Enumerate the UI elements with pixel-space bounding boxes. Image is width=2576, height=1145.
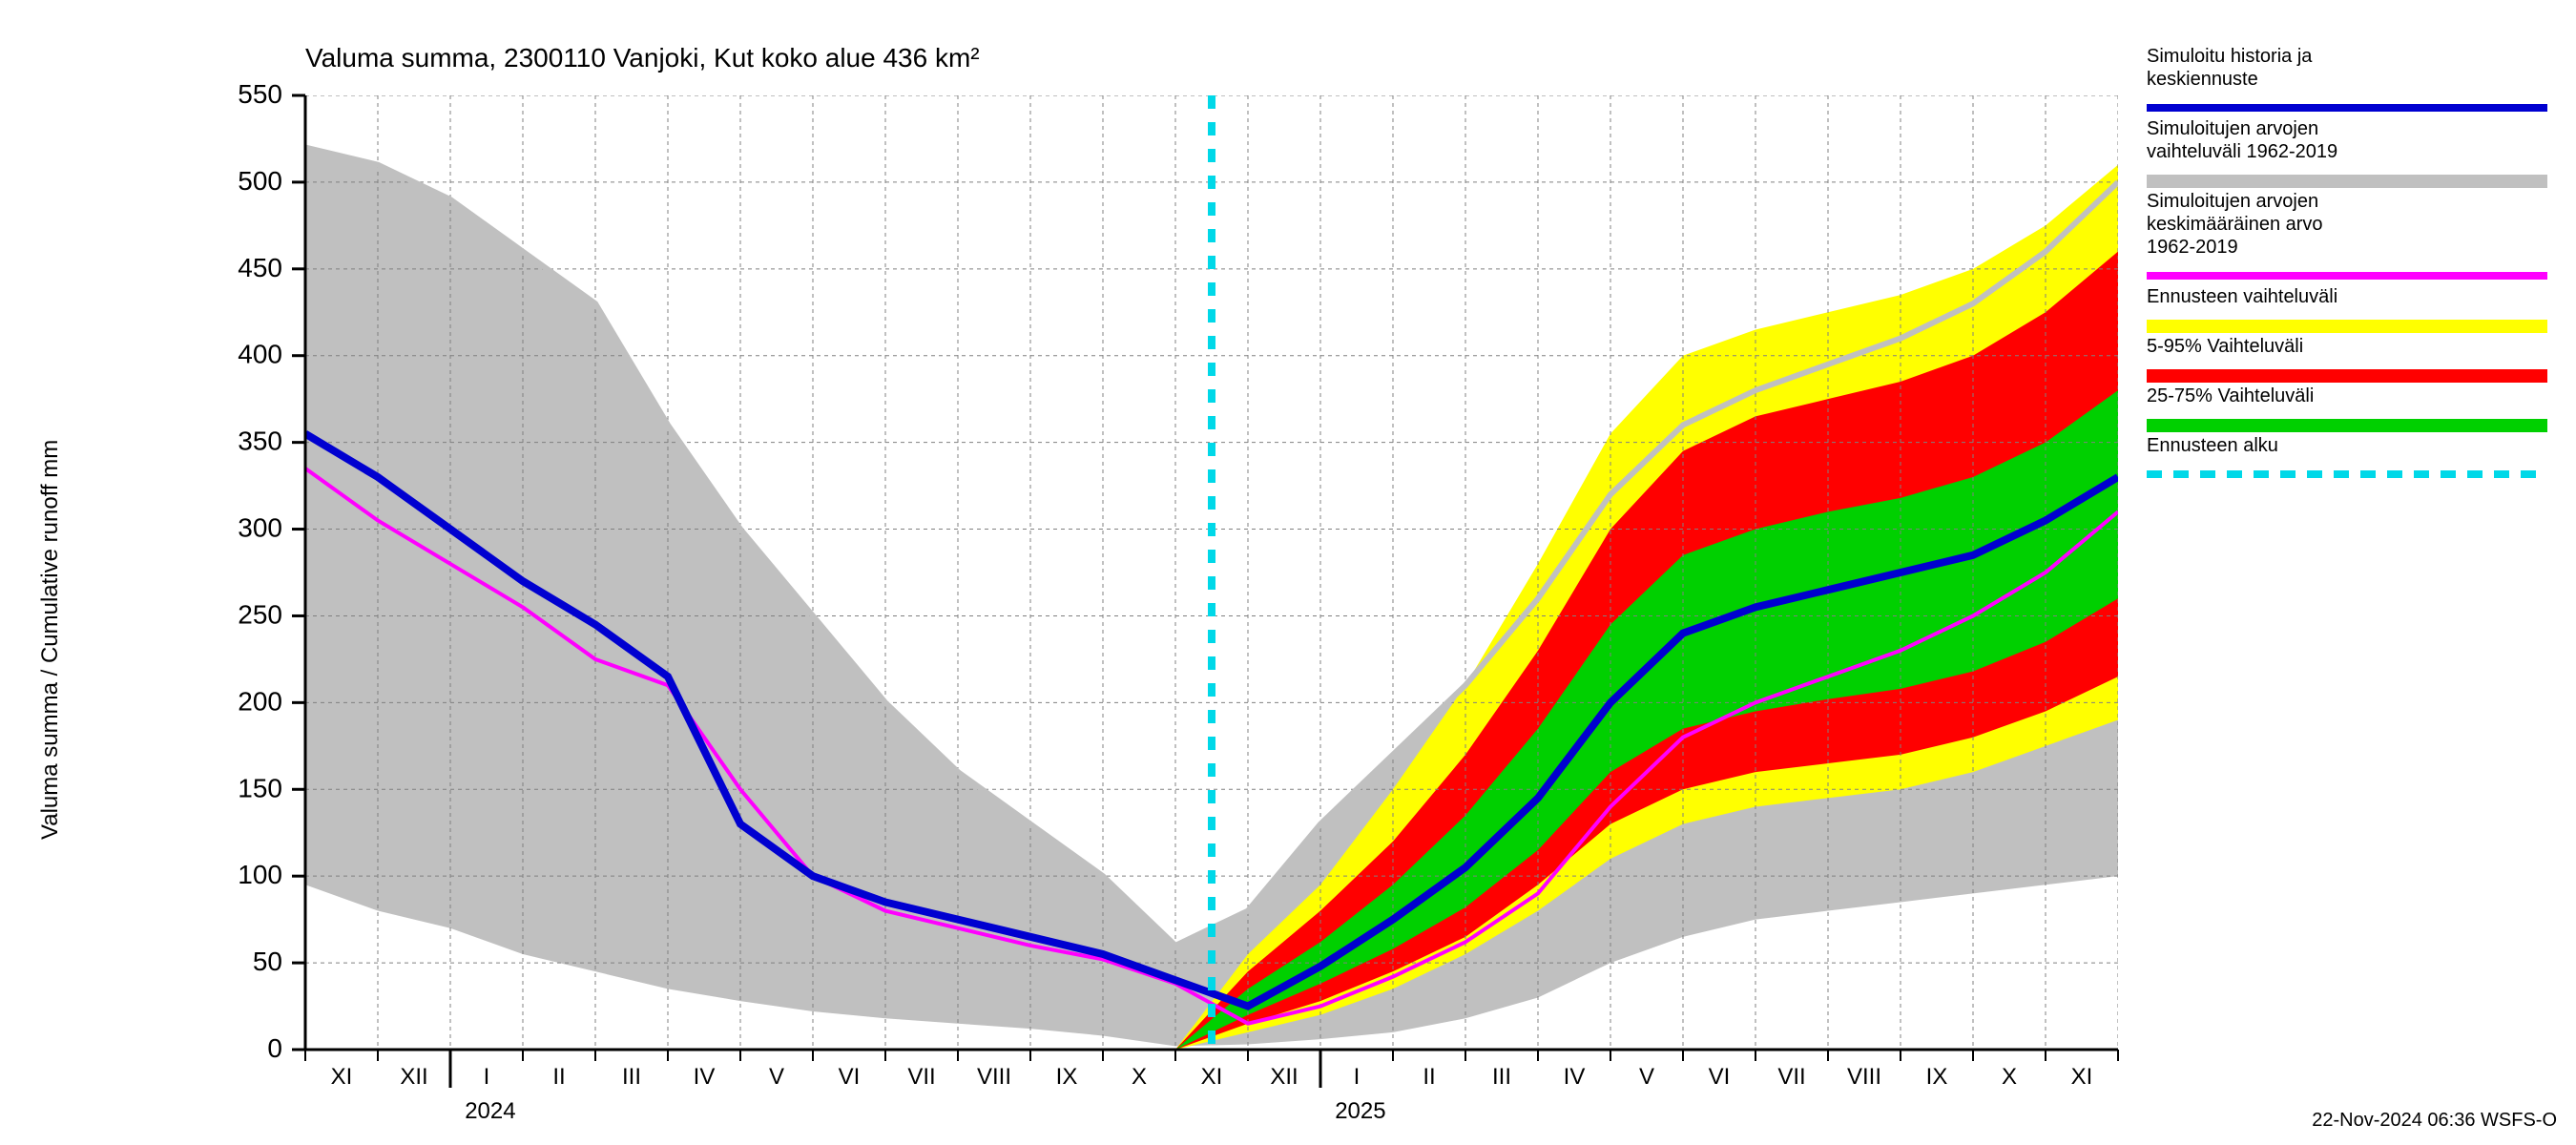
y-tick-label: 450 [238,253,282,282]
x-tick-label: X [2002,1064,2017,1090]
y-axis-label: Valuma summa / Cumulative runoff mm [37,440,63,840]
x-tick-label: VII [907,1064,935,1090]
y-tick-label: 0 [267,1033,282,1063]
x-tick-label: VI [1709,1064,1731,1090]
x-tick-label: XI [1201,1064,1223,1090]
y-tick-label: 150 [238,773,282,802]
x-tick-label: III [1492,1064,1511,1090]
x-tick-label: VII [1777,1064,1805,1090]
legend-swatch-band [2147,419,2547,432]
legend-label: Simuloitujen arvojen [2147,118,2318,139]
legend-label: Simuloitu historia ja [2147,46,2313,67]
x-tick-label: IX [1926,1064,1948,1090]
runoff-chart: 050100150200250300350400450500550XIXIIII… [0,0,2576,1145]
x-tick-label: II [1423,1064,1435,1090]
y-tick-label: 500 [238,166,282,196]
legend-label: Simuloitujen arvojen [2147,191,2318,212]
legend-swatch-band [2147,320,2547,333]
x-tick-label: XI [331,1064,353,1090]
year-label: 2025 [1335,1098,1385,1124]
x-tick-label: IX [1056,1064,1078,1090]
y-tick-label: 350 [238,427,282,456]
x-tick-label: XII [400,1064,427,1090]
year-label: 2024 [465,1098,515,1124]
x-tick-label: I [1354,1064,1361,1090]
legend-label: 25-75% Vaihteluväli [2147,385,2314,406]
legend-label: Ennusteen vaihteluväli [2147,286,2337,307]
legend-swatch-band [2147,175,2547,188]
y-tick-label: 50 [253,947,282,976]
legend-label: keskimääräinen arvo [2147,214,2323,235]
legend-swatch-band [2147,369,2547,383]
legend-label: Ennusteen alku [2147,435,2278,456]
y-tick-label: 200 [238,686,282,716]
legend-label: 1962-2019 [2147,237,2238,258]
y-tick-label: 300 [238,513,282,543]
y-tick-label: 100 [238,860,282,889]
x-tick-label: VI [839,1064,861,1090]
x-tick-label: VIII [1847,1064,1881,1090]
y-tick-label: 550 [238,79,282,109]
legend-label: keskiennuste [2147,69,2258,90]
x-tick-label: V [1639,1064,1654,1090]
legend-label: 5-95% Vaihteluväli [2147,336,2303,357]
y-tick-label: 400 [238,340,282,369]
chart-title: Valuma summa, 2300110 Vanjoki, Kut koko … [305,43,980,73]
x-tick-label: IV [694,1064,716,1090]
y-tick-label: 250 [238,599,282,629]
x-tick-label: V [769,1064,784,1090]
x-tick-label: XII [1270,1064,1298,1090]
x-tick-label: I [484,1064,490,1090]
legend-label: vaihteluväli 1962-2019 [2147,141,2337,162]
chart-footer: 22-Nov-2024 06:36 WSFS-O [2312,1110,2557,1131]
x-tick-label: XI [2071,1064,2093,1090]
x-tick-label: II [552,1064,565,1090]
x-tick-label: IV [1564,1064,1586,1090]
x-tick-label: X [1132,1064,1147,1090]
x-tick-label: VIII [977,1064,1011,1090]
x-tick-label: III [622,1064,641,1090]
